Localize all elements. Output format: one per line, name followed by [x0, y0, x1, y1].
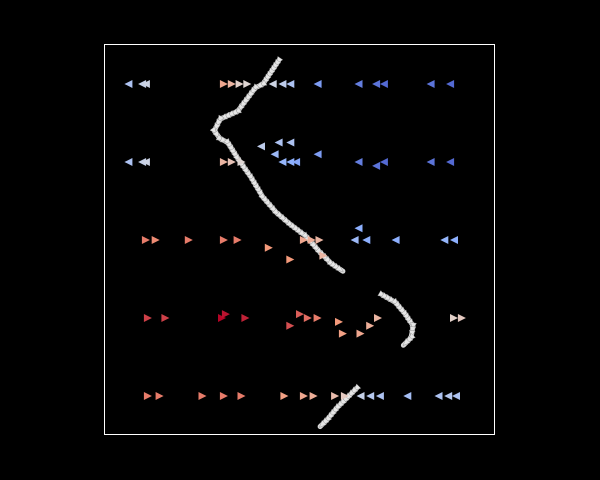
arrow-marker-3-6: [264, 243, 273, 252]
arrow-marker-2-1: [124, 158, 133, 166]
arrow-marker-5-4: [219, 392, 228, 400]
curve-segment: [211, 58, 346, 274]
arrow-marker-5-17: [452, 392, 460, 400]
arrow-marker-3-17: [450, 236, 458, 244]
arrow-marker-5-9: [331, 392, 340, 400]
arrow-marker-5-5: [237, 392, 246, 400]
arrow-marker-4-15: [450, 314, 458, 322]
arrow-marker-3-7: [286, 255, 295, 264]
arrow-markers: [124, 80, 466, 400]
arrow-marker-1-8: [268, 80, 277, 88]
arrow-marker-4-9: [313, 314, 322, 322]
arrow-marker-1-6: [235, 80, 244, 88]
arrow-marker-1-1: [124, 80, 133, 88]
arrow-marker-4-14: [374, 314, 382, 322]
arrow-marker-2-12: [286, 158, 295, 166]
arrow-marker-2-3: [141, 158, 150, 166]
arrow-marker-4-12: [356, 329, 365, 338]
arrow-marker-5-2: [155, 392, 164, 400]
arrow-marker-2-13: [292, 158, 301, 166]
arrow-marker-4-7: [296, 310, 304, 319]
arrow-marker-2-7: [257, 142, 265, 151]
arrow-marker-4-2: [161, 314, 170, 322]
arrow-marker-3-2: [151, 236, 160, 244]
arrow-marker-5-10: [340, 392, 349, 400]
arrow-marker-3-15: [391, 236, 400, 244]
arrow-marker-5-8: [309, 392, 318, 400]
arrow-marker-3-3: [184, 236, 193, 244]
arrow-marker-1-11: [313, 80, 322, 88]
curve-marker: [318, 420, 327, 428]
arrow-marker-1-9: [278, 80, 287, 88]
arrow-marker-2-17: [379, 158, 388, 166]
arrow-marker-5-14: [403, 392, 412, 400]
arrow-marker-2-18: [426, 158, 435, 166]
curve-marker: [209, 126, 217, 135]
arrow-marker-1-12: [354, 80, 363, 88]
arrow-marker-3-9: [307, 236, 316, 244]
arrow-marker-3-16: [440, 236, 449, 244]
arrow-marker-3-12: [350, 236, 359, 244]
arrow-marker-4-13: [366, 321, 375, 330]
arrow-marker-4-1: [143, 314, 152, 322]
arrow-marker-5-12: [366, 392, 375, 400]
arrow-marker-1-7: [243, 80, 252, 88]
arrow-marker-1-4: [219, 80, 228, 88]
arrow-marker-4-11: [338, 329, 347, 338]
arrow-marker-3-4: [219, 236, 228, 244]
arrow-marker-1-3: [141, 80, 150, 88]
curve-marker: [402, 338, 411, 346]
arrow-marker-2-5: [227, 158, 236, 166]
arrow-marker-4-5: [241, 314, 250, 322]
arrow-marker-3-13: [362, 236, 371, 244]
arrow-marker-2-14: [313, 150, 322, 159]
arrow-marker-2-10: [270, 150, 279, 159]
arrow-marker-5-7: [299, 392, 308, 400]
arrow-marker-2-9: [286, 138, 295, 147]
arrow-marker-1-14: [379, 80, 388, 88]
arrow-marker-3-14: [354, 224, 363, 233]
arrow-marker-1-16: [446, 80, 455, 88]
arrow-marker-1-10: [286, 80, 295, 88]
arrow-marker-2-11: [278, 158, 287, 166]
arrow-marker-1-15: [426, 80, 435, 88]
trajectory-curve: [209, 56, 417, 430]
arrow-marker-1-13: [372, 80, 381, 88]
arrow-marker-3-5: [233, 236, 242, 244]
arrow-marker-3-11: [319, 251, 328, 260]
arrow-marker-4-8: [303, 314, 312, 322]
arrow-marker-1-5: [227, 80, 236, 88]
arrow-marker-5-3: [198, 392, 207, 400]
arrow-marker-2-4: [219, 158, 228, 166]
arrow-marker-2-16: [372, 161, 381, 170]
arrow-marker-2-19: [446, 158, 455, 166]
arrow-marker-2-15: [354, 158, 363, 166]
arrow-marker-4-4: [221, 310, 230, 319]
arrow-marker-5-1: [143, 392, 152, 400]
arrow-marker-4-6: [286, 321, 295, 330]
arrow-marker-5-6: [280, 392, 289, 400]
arrow-marker-5-15: [434, 392, 443, 400]
curve-marker: [335, 264, 344, 272]
arrow-marker-5-11: [356, 392, 365, 400]
plot-frame: [104, 44, 495, 435]
arrow-marker-2-8: [274, 138, 283, 147]
arrow-marker-4-10: [335, 317, 343, 326]
arrow-marker-3-10: [315, 236, 324, 244]
arrow-marker-5-16: [444, 392, 453, 400]
arrow-marker-2-6: [237, 158, 246, 166]
arrow-marker-3-8: [299, 236, 308, 244]
arrow-marker-4-16: [457, 314, 466, 322]
arrow-marker-5-13: [375, 392, 384, 400]
arrow-marker-3-1: [141, 236, 150, 244]
